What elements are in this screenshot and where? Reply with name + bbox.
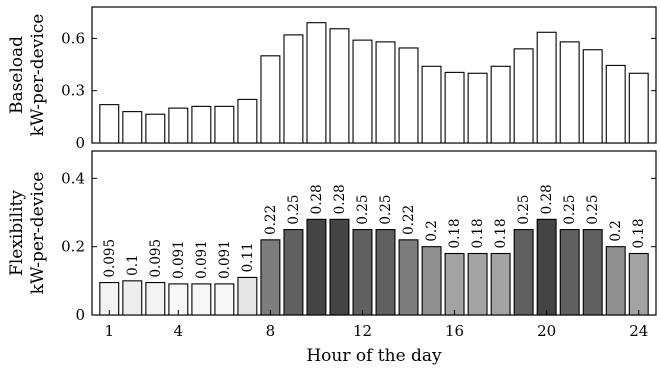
flexibility-bar-21 bbox=[559, 229, 580, 316]
baseload-bar-9 bbox=[283, 34, 304, 144]
baseload-ylabel-line1: Baseload bbox=[7, 36, 27, 114]
baseload-bar-11 bbox=[329, 28, 350, 144]
flexibility-data-label-2: 0.1 bbox=[125, 254, 141, 275]
baseload-panel: 0 0.3 0.6 Baseload kW-per-device bbox=[7, 6, 657, 152]
flexibility-ytick-label: 0.2 bbox=[61, 238, 85, 256]
baseload-bar-20 bbox=[536, 31, 557, 144]
flexibility-data-label-11: 0.28 bbox=[332, 184, 348, 214]
flexibility-panel: 0.095 0.1 0.095 0.091 0.091 0.091 0.11 0.22 0.25… bbox=[7, 150, 657, 366]
flexibility-bar-13 bbox=[375, 229, 396, 316]
flexibility-bar-labels: 0.095 0.1 0.095 0.091 0.091 0.091 0.11 0.22 0.25… bbox=[102, 184, 647, 279]
baseload-bar-24 bbox=[628, 72, 649, 144]
flexibility-data-label-21: 0.25 bbox=[562, 195, 578, 225]
flexibility-ylabel-line2: kW-per-device bbox=[28, 172, 48, 295]
baseload-bar-21 bbox=[559, 41, 580, 144]
flexibility-ytick-label: 0.4 bbox=[61, 169, 85, 187]
flexibility-data-label-7: 0.11 bbox=[240, 242, 256, 272]
baseload-bar-22 bbox=[582, 49, 603, 144]
baseload-bar-8 bbox=[260, 55, 281, 144]
x-axis-label: Hour of the day bbox=[306, 346, 442, 366]
baseload-bar-2 bbox=[122, 111, 143, 144]
baseload-axes-frame bbox=[91, 6, 657, 144]
flexibility-bar-2 bbox=[122, 280, 143, 316]
baseload-bar-14 bbox=[398, 47, 419, 144]
flexibility-data-label-1: 0.095 bbox=[102, 239, 118, 278]
baseload-bar-18 bbox=[490, 65, 511, 144]
flexibility-data-label-9: 0.25 bbox=[286, 195, 302, 225]
flexibility-data-label-13: 0.25 bbox=[378, 195, 394, 225]
flexibility-data-label-8: 0.22 bbox=[263, 205, 279, 235]
x-tick-label: 4 bbox=[174, 322, 184, 340]
flexibility-bar-7 bbox=[237, 276, 258, 316]
flexibility-data-label-17: 0.18 bbox=[470, 218, 486, 248]
baseload-bar-17 bbox=[467, 72, 488, 144]
baseload-bar-15 bbox=[421, 65, 442, 144]
baseload-y-ticks: 0 0.3 0.6 bbox=[61, 29, 656, 152]
flexibility-bar-14 bbox=[398, 239, 419, 316]
flexibility-bar-23 bbox=[605, 246, 626, 316]
flexibility-axes-frame bbox=[91, 150, 657, 316]
flexibility-bar-22 bbox=[582, 229, 603, 316]
flexibility-bar-5 bbox=[191, 283, 212, 316]
flexibility-ytick-label: 0 bbox=[75, 306, 85, 324]
baseload-bar-6 bbox=[214, 105, 235, 144]
baseload-ytick-label: 0.6 bbox=[61, 29, 85, 47]
baseload-bar-5 bbox=[191, 105, 212, 144]
flexibility-data-label-20: 0.28 bbox=[539, 184, 555, 214]
flexibility-bar-6 bbox=[214, 283, 235, 316]
baseload-bars bbox=[99, 22, 649, 144]
flexibility-y-ticks: 0 0.2 0.4 bbox=[61, 169, 656, 324]
flexibility-x-ticks: 1 4 8 12 16 20 24 bbox=[104, 310, 648, 340]
baseload-bar-19 bbox=[513, 48, 534, 144]
x-tick-label: 1 bbox=[104, 322, 114, 340]
baseload-bar-23 bbox=[605, 64, 626, 144]
baseload-bar-4 bbox=[168, 107, 189, 144]
x-tick-label: 12 bbox=[353, 322, 372, 340]
flexibility-bar-10 bbox=[306, 218, 327, 316]
x-tick-label: 20 bbox=[537, 322, 556, 340]
flexibility-bar-9 bbox=[283, 229, 304, 316]
flexibility-bar-20 bbox=[536, 218, 557, 316]
flexibility-ylabel-line1: Flexibility bbox=[7, 190, 27, 276]
flexibility-bar-11 bbox=[329, 218, 350, 316]
baseload-bar-7 bbox=[237, 98, 258, 144]
flexibility-data-label-12: 0.25 bbox=[355, 195, 371, 225]
flexibility-bar-8 bbox=[260, 239, 281, 316]
baseload-ytick-label: 0 bbox=[75, 134, 85, 152]
flexibility-data-label-18: 0.18 bbox=[493, 218, 509, 248]
baseload-bar-12 bbox=[352, 39, 373, 144]
flexibility-bar-24 bbox=[628, 252, 649, 316]
x-tick-label: 24 bbox=[629, 322, 648, 340]
flexibility-bar-12 bbox=[352, 229, 373, 316]
baseload-bar-16 bbox=[444, 71, 465, 144]
baseload-ylabel-line2: kW-per-device bbox=[28, 14, 48, 137]
flexibility-data-label-16: 0.18 bbox=[447, 218, 463, 248]
baseload-bar-13 bbox=[375, 41, 396, 144]
flexibility-data-label-19: 0.25 bbox=[516, 195, 532, 225]
flexibility-data-label-24: 0.18 bbox=[631, 218, 647, 248]
flexibility-data-label-22: 0.25 bbox=[585, 195, 601, 225]
flexibility-data-label-4: 0.091 bbox=[171, 240, 187, 279]
flexibility-data-label-10: 0.28 bbox=[309, 184, 325, 214]
flexibility-bar-19 bbox=[513, 229, 534, 316]
baseload-bar-1 bbox=[99, 104, 120, 144]
baseload-ytick-label: 0.3 bbox=[61, 82, 85, 100]
flexibility-data-label-15: 0.2 bbox=[424, 220, 440, 241]
flexibility-data-label-23: 0.2 bbox=[608, 220, 624, 241]
flexibility-data-label-3: 0.095 bbox=[148, 239, 164, 278]
flexibility-bar-17 bbox=[467, 252, 488, 316]
x-tick-label: 8 bbox=[266, 322, 276, 340]
flexibility-bar-3 bbox=[145, 281, 166, 316]
x-tick-label: 16 bbox=[445, 322, 464, 340]
flexibility-data-label-5: 0.091 bbox=[194, 240, 210, 279]
baseload-bar-3 bbox=[145, 113, 166, 144]
flexibility-bar-15 bbox=[421, 246, 442, 316]
flexibility-bar-18 bbox=[490, 252, 511, 316]
flexibility-bar-16 bbox=[444, 252, 465, 316]
flexibility-data-label-6: 0.091 bbox=[217, 240, 233, 279]
baseload-bar-10 bbox=[306, 22, 327, 144]
flexibility-bars bbox=[99, 218, 649, 316]
flexibility-data-label-14: 0.22 bbox=[401, 205, 417, 235]
